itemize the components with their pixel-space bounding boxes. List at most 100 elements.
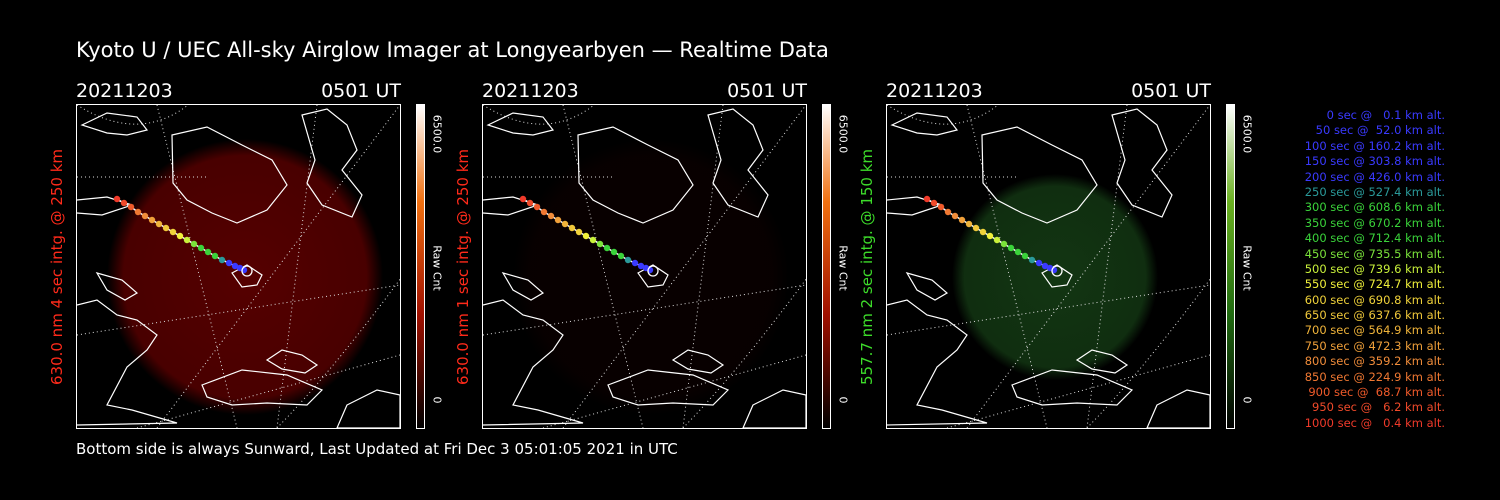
trajectory-point	[554, 216, 562, 224]
trajectory-point	[923, 195, 931, 203]
coastline	[577, 126, 694, 224]
legend-row: 600 sec @ 690.8 km alt.	[1304, 292, 1445, 307]
sky-image	[886, 104, 1211, 429]
sky-image	[482, 104, 807, 429]
legend-row: 950 sec @ 6.2 km alt.	[1312, 400, 1445, 415]
graticule-line	[542, 354, 806, 428]
coastline	[1011, 369, 1134, 406]
trajectory-legend: 0 sec @ 0.1 km alt. 50 sec @ 52.0 km alt.…	[1250, 108, 1445, 431]
trajectory-point	[965, 220, 973, 228]
trajectory-point	[225, 259, 233, 267]
graticule-arc	[966, 105, 1210, 428]
panel-630nm-4sec: 20211203 0501 UT 630.0 nm 4 sec intg. @ …	[48, 80, 476, 430]
sky-glow	[513, 139, 789, 415]
graticule-line	[136, 354, 400, 428]
coastline	[890, 112, 959, 136]
graticule-arc	[562, 105, 806, 428]
panel-side-label: 557.7 nm 2 sec intg. @ 150 km	[858, 148, 876, 385]
graticule-arc	[1086, 278, 1210, 428]
coastline	[336, 389, 400, 428]
trajectory-point	[596, 240, 604, 248]
trajectory-point	[148, 216, 156, 224]
graticule-line	[887, 284, 1210, 336]
coastline	[265, 349, 319, 374]
colorbar-max-label-box: 6500.0	[429, 104, 445, 164]
panel-date: 20211203	[886, 80, 983, 102]
legend-row: 700 sec @ 564.9 km alt.	[1304, 323, 1445, 338]
trajectory-point	[568, 224, 576, 232]
graticule-line	[946, 354, 1210, 428]
coastline	[1146, 389, 1210, 428]
coastline	[607, 369, 730, 406]
legend-row: 200 sec @ 426.0 km alt.	[1304, 169, 1445, 184]
trajectory-point	[204, 248, 212, 256]
coastline	[80, 112, 149, 136]
trajectory-point	[1035, 259, 1043, 267]
trajectory-point	[631, 259, 639, 267]
trajectory-point	[211, 252, 219, 260]
trajectory-point	[951, 212, 959, 220]
trajectory-point	[1014, 248, 1022, 256]
panel-date: 20211203	[482, 80, 579, 102]
sky-glow	[107, 139, 383, 415]
trajectory-point	[183, 236, 191, 244]
trajectory-point	[120, 199, 128, 207]
colorbar-title-box: Raw Cnt	[429, 238, 445, 298]
panel-630nm-1sec: 20211203 0501 UT 630.0 nm 1 sec intg. @ …	[454, 80, 882, 430]
legend-row: 0 sec @ 0.1 km alt.	[1326, 108, 1445, 122]
sky-map	[887, 105, 1210, 428]
trajectory-point	[113, 195, 121, 203]
trajectory-point	[1021, 252, 1029, 260]
trajectory-point	[610, 248, 618, 256]
colorbar-max-label-box: 6500.0	[835, 104, 851, 164]
sky-glow	[952, 174, 1158, 380]
page-title: Kyoto U / UEC All-sky Airglow Imager at …	[76, 38, 829, 62]
trajectory-point	[176, 232, 184, 240]
trajectory-point	[540, 208, 548, 216]
trajectory-point	[547, 212, 555, 220]
trajectory-point	[603, 244, 611, 252]
colorbar-min-label-box: 0	[835, 386, 851, 414]
panel-side-label-box: 557.7 nm 2 sec intg. @ 150 km	[856, 104, 878, 429]
trajectory-point	[526, 199, 534, 207]
coastline	[887, 299, 988, 426]
legend-row: 750 sec @ 472.3 km alt.	[1304, 338, 1445, 353]
trajectory-point	[575, 228, 583, 236]
panel-date: 20211203	[76, 80, 173, 102]
legend-row: 100 sec @ 160.2 km alt.	[1304, 138, 1445, 153]
station-marker	[241, 265, 253, 277]
colorbar-max-label: 6500.0	[836, 114, 850, 154]
trajectory-point	[169, 228, 177, 236]
coastline	[171, 126, 288, 224]
coastline	[1075, 349, 1129, 374]
footer-note: Bottom side is always Sunward, Last Upda…	[76, 440, 678, 458]
legend-row: 400 sec @ 712.4 km alt.	[1304, 231, 1445, 246]
legend-row: 650 sec @ 637.6 km alt.	[1304, 308, 1445, 323]
coastline	[742, 389, 806, 428]
legend-row: 300 sec @ 608.6 km alt.	[1304, 200, 1445, 215]
trajectory-point	[1041, 262, 1049, 270]
coastline	[707, 108, 769, 218]
legend-row: 150 sec @ 303.8 km alt.	[1304, 154, 1445, 169]
trajectory-point	[944, 208, 952, 216]
coastline	[1111, 108, 1173, 218]
trajectory-point	[533, 203, 541, 211]
trajectory-point	[582, 232, 590, 240]
colorbar-min-label: 0	[430, 396, 444, 404]
trajectory-point	[589, 236, 597, 244]
legend-row: 550 sec @ 724.7 km alt.	[1304, 277, 1445, 292]
trajectory-point	[141, 212, 149, 220]
colorbar-title: Raw Cnt	[836, 245, 850, 291]
legend-row: 850 sec @ 224.9 km alt.	[1304, 369, 1445, 384]
trajectory-point	[218, 256, 226, 264]
legend-row: 500 sec @ 739.6 km alt.	[1304, 261, 1445, 276]
trajectory-point	[231, 262, 239, 270]
coastline	[981, 126, 1098, 224]
graticule-arc	[887, 105, 999, 125]
panel-side-label-box: 630.0 nm 4 sec intg. @ 250 km	[46, 104, 68, 429]
trajectory-point	[979, 228, 987, 236]
coastline	[905, 272, 949, 301]
legend-row: 450 sec @ 735.5 km alt.	[1304, 246, 1445, 261]
station-marker	[647, 265, 659, 277]
station-marker	[1051, 265, 1063, 277]
